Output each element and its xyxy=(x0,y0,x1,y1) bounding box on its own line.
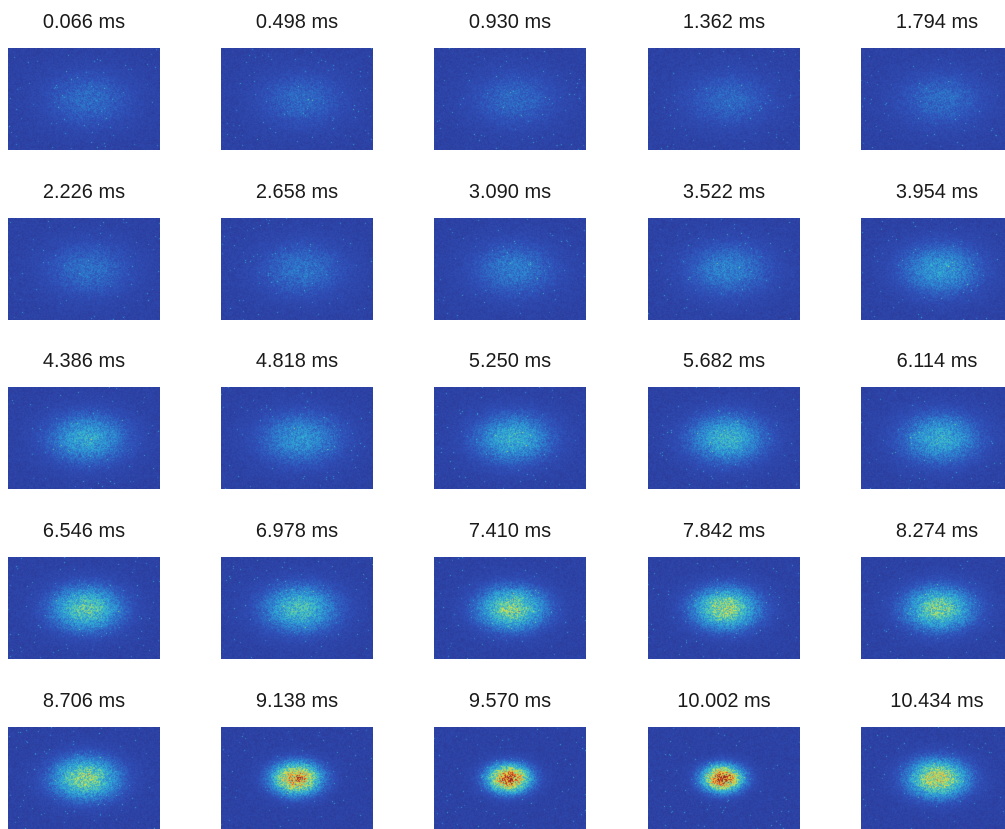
intensity-frame-image xyxy=(8,218,160,320)
intensity-frame-image xyxy=(648,727,800,829)
frame-time-label: 7.842 ms xyxy=(682,520,766,542)
frame-cell: 8.274 ms xyxy=(861,519,1005,659)
intensity-frame-image xyxy=(861,387,1005,489)
intensity-frame-image xyxy=(221,218,373,320)
intensity-frame-image xyxy=(8,48,160,150)
frame-time-label: 5.682 ms xyxy=(682,350,766,372)
intensity-frame-image xyxy=(221,557,373,659)
frame-cell: 1.794 ms xyxy=(861,10,1005,150)
frame-time-label: 8.274 ms xyxy=(895,520,979,542)
frame-cell: 3.954 ms xyxy=(861,180,1005,320)
frame-time-label: 6.546 ms xyxy=(42,520,126,542)
frame-cell: 6.978 ms xyxy=(221,519,373,659)
frame-cell: 6.546 ms xyxy=(8,519,160,659)
intensity-frame-image xyxy=(861,218,1005,320)
frame-cell: 3.522 ms xyxy=(648,180,800,320)
frame-time-label: 3.954 ms xyxy=(895,181,979,203)
frame-time-label: 1.362 ms xyxy=(682,11,766,33)
frame-cell: 0.930 ms xyxy=(434,10,586,150)
frame-cell: 1.362 ms xyxy=(648,10,800,150)
intensity-frame-image xyxy=(8,557,160,659)
frame-time-label: 1.794 ms xyxy=(895,11,979,33)
frame-time-label: 6.114 ms xyxy=(896,350,978,372)
frame-cell: 8.706 ms xyxy=(8,689,160,829)
intensity-frame-image xyxy=(648,218,800,320)
intensity-frame-image xyxy=(434,387,586,489)
frame-time-label: 5.250 ms xyxy=(468,350,552,372)
frame-time-label: 9.138 ms xyxy=(255,690,339,712)
frame-time-label: 10.434 ms xyxy=(890,690,984,712)
intensity-frame-image xyxy=(648,387,800,489)
intensity-frame-image xyxy=(221,727,373,829)
frame-cell: 9.570 ms xyxy=(434,689,586,829)
frame-time-label: 2.658 ms xyxy=(255,181,339,203)
frame-time-label: 0.498 ms xyxy=(255,11,339,33)
intensity-frame-image xyxy=(221,48,373,150)
frame-cell: 10.434 ms xyxy=(861,689,1005,829)
frame-time-label: 9.570 ms xyxy=(468,690,552,712)
intensity-frame-image xyxy=(8,387,160,489)
frame-cell: 5.250 ms xyxy=(434,349,586,489)
frame-cell: 6.114 ms xyxy=(861,349,1005,489)
intensity-frame-image xyxy=(648,557,800,659)
frame-cell: 4.386 ms xyxy=(8,349,160,489)
frame-cell: 9.138 ms xyxy=(221,689,373,829)
frame-time-label: 3.522 ms xyxy=(682,181,766,203)
intensity-frame-image xyxy=(861,557,1005,659)
frame-cell: 0.066 ms xyxy=(8,10,160,150)
frame-time-label: 4.818 ms xyxy=(255,350,339,372)
frame-cell: 4.818 ms xyxy=(221,349,373,489)
intensity-frame-image xyxy=(434,48,586,150)
frame-time-label: 7.410 ms xyxy=(468,520,552,542)
intensity-frame-image xyxy=(221,387,373,489)
frame-time-label: 2.226 ms xyxy=(42,181,126,203)
intensity-frame-image xyxy=(648,48,800,150)
frame-cell: 10.002 ms xyxy=(648,689,800,829)
intensity-frame-image xyxy=(434,727,586,829)
intensity-frame-image xyxy=(8,727,160,829)
frame-cell: 3.090 ms xyxy=(434,180,586,320)
frame-time-label: 0.930 ms xyxy=(468,11,552,33)
frame-time-label: 8.706 ms xyxy=(42,690,126,712)
frame-time-label: 6.978 ms xyxy=(255,520,339,542)
frame-cell: 2.658 ms xyxy=(221,180,373,320)
intensity-frame-image xyxy=(434,218,586,320)
frame-time-label: 10.002 ms xyxy=(677,690,771,712)
frame-time-label: 0.066 ms xyxy=(42,11,126,33)
intensity-frame-image xyxy=(434,557,586,659)
intensity-frame-image xyxy=(861,48,1005,150)
frame-cell: 7.410 ms xyxy=(434,519,586,659)
frame-time-label: 3.090 ms xyxy=(468,181,552,203)
frame-cell: 7.842 ms xyxy=(648,519,800,659)
intensity-frame-image xyxy=(861,727,1005,829)
frame-cell: 0.498 ms xyxy=(221,10,373,150)
frame-cell: 2.226 ms xyxy=(8,180,160,320)
frame-time-label: 4.386 ms xyxy=(42,350,126,372)
frame-cell: 5.682 ms xyxy=(648,349,800,489)
